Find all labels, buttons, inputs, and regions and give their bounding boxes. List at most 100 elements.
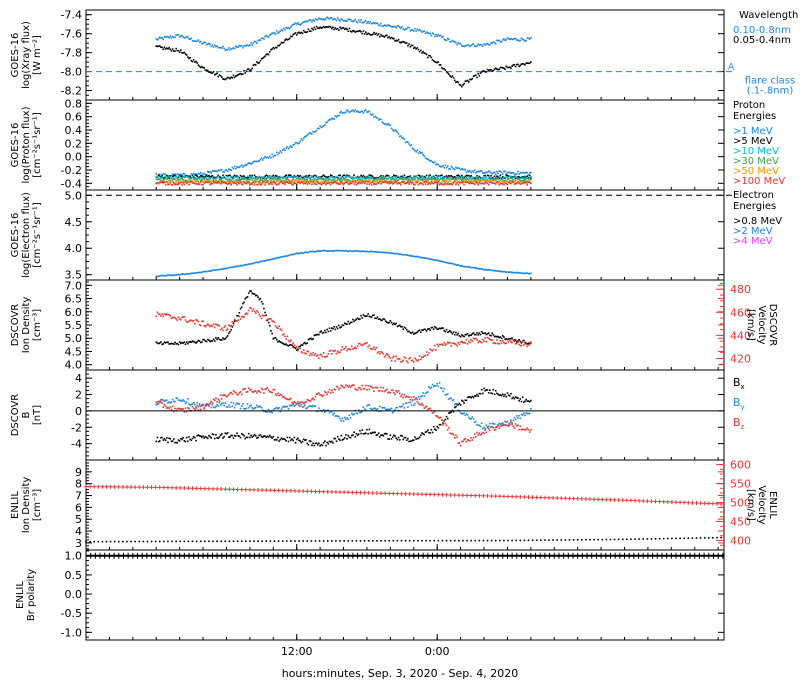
data-point: [503, 270, 505, 273]
data-point: [382, 251, 385, 254]
data-point: [236, 320, 238, 322]
data-point: [295, 349, 298, 351]
data-point: [205, 43, 208, 46]
data-point: [250, 163, 252, 165]
data-point: [466, 439, 469, 441]
data-point: [486, 181, 489, 184]
data-point: [430, 428, 433, 431]
data-point: [278, 325, 280, 327]
data-point: [204, 176, 207, 179]
data-point: [347, 348, 350, 350]
data-point: [464, 399, 467, 402]
data-point: [498, 343, 501, 345]
data-point: [309, 337, 312, 340]
data-point: [457, 403, 460, 406]
data-point: [398, 324, 401, 327]
data-point: [377, 432, 380, 435]
data-point: [401, 325, 403, 328]
data-point: [216, 72, 218, 75]
data-point: [436, 343, 438, 346]
data-point: [276, 30, 278, 32]
data-point: [421, 152, 423, 154]
data-point: [506, 392, 509, 394]
data-point: [526, 171, 529, 174]
data-point: [192, 173, 195, 175]
data-point: [360, 180, 362, 182]
data-point: [510, 177, 512, 180]
data-point: [229, 330, 231, 333]
data-point: [380, 319, 382, 321]
data-point: [251, 179, 254, 181]
data-point: [466, 79, 469, 82]
data-point: [432, 328, 435, 330]
data-point: [324, 26, 326, 29]
data-point: [178, 408, 181, 410]
data-point: [354, 31, 357, 33]
data-point: [434, 161, 436, 164]
data-point: [463, 45, 465, 48]
data-point: [355, 250, 358, 252]
data-point: [462, 440, 464, 442]
data-point: [183, 37, 186, 39]
data-point: [394, 323, 396, 326]
data-point: [209, 176, 211, 178]
data-point: [364, 31, 367, 34]
data-point: [424, 431, 427, 433]
data-point: [202, 183, 204, 186]
data-point: [427, 32, 429, 34]
data-point: [499, 336, 502, 338]
data-point: [182, 182, 184, 184]
data-point: [287, 26, 290, 29]
data-point: [367, 433, 369, 435]
data-point: [280, 179, 283, 182]
data-point: [386, 353, 388, 355]
data-point: [175, 183, 177, 186]
data-point: [396, 25, 399, 27]
data-point: [518, 399, 520, 402]
data-point: [459, 178, 462, 180]
data-point: [354, 346, 357, 349]
data-point: [277, 32, 279, 34]
data-point: [391, 181, 394, 183]
data-point: [284, 177, 286, 179]
data-point: [283, 148, 285, 150]
legend-entry: >4 MeV: [733, 236, 773, 247]
data-point: [525, 39, 527, 42]
data-point: [492, 269, 495, 272]
data-point: [343, 182, 346, 185]
data-point: [364, 409, 367, 411]
data-point: [450, 177, 453, 180]
data-point: [521, 428, 524, 431]
data-point: [410, 254, 413, 257]
data-point: [199, 408, 202, 411]
data-point: [266, 259, 269, 261]
data-point: [205, 270, 208, 273]
data-point: [432, 411, 435, 414]
data-point: [520, 176, 523, 179]
data-point: [229, 266, 231, 269]
data-point: [390, 438, 393, 440]
data-point: [463, 335, 465, 338]
data-point: [521, 414, 524, 416]
data-point: [209, 270, 211, 272]
data-point: [492, 422, 495, 425]
data-point: [380, 350, 382, 353]
data-point: [490, 68, 492, 71]
data-point: [189, 180, 191, 182]
data-point: [490, 426, 492, 428]
data-point: [278, 152, 280, 154]
data-point: [468, 396, 470, 398]
data-point: [340, 434, 342, 437]
data-point: [482, 182, 484, 185]
data-point: [423, 257, 426, 259]
data-point: [169, 179, 172, 181]
data-point: [450, 432, 453, 435]
data-point: [455, 178, 457, 180]
data-point: [456, 334, 458, 336]
data-point: [226, 334, 229, 337]
data-point: [472, 267, 475, 269]
data-point: [415, 397, 417, 400]
data-point: [205, 69, 208, 72]
data-point: [239, 307, 242, 310]
data-point: [452, 342, 455, 344]
